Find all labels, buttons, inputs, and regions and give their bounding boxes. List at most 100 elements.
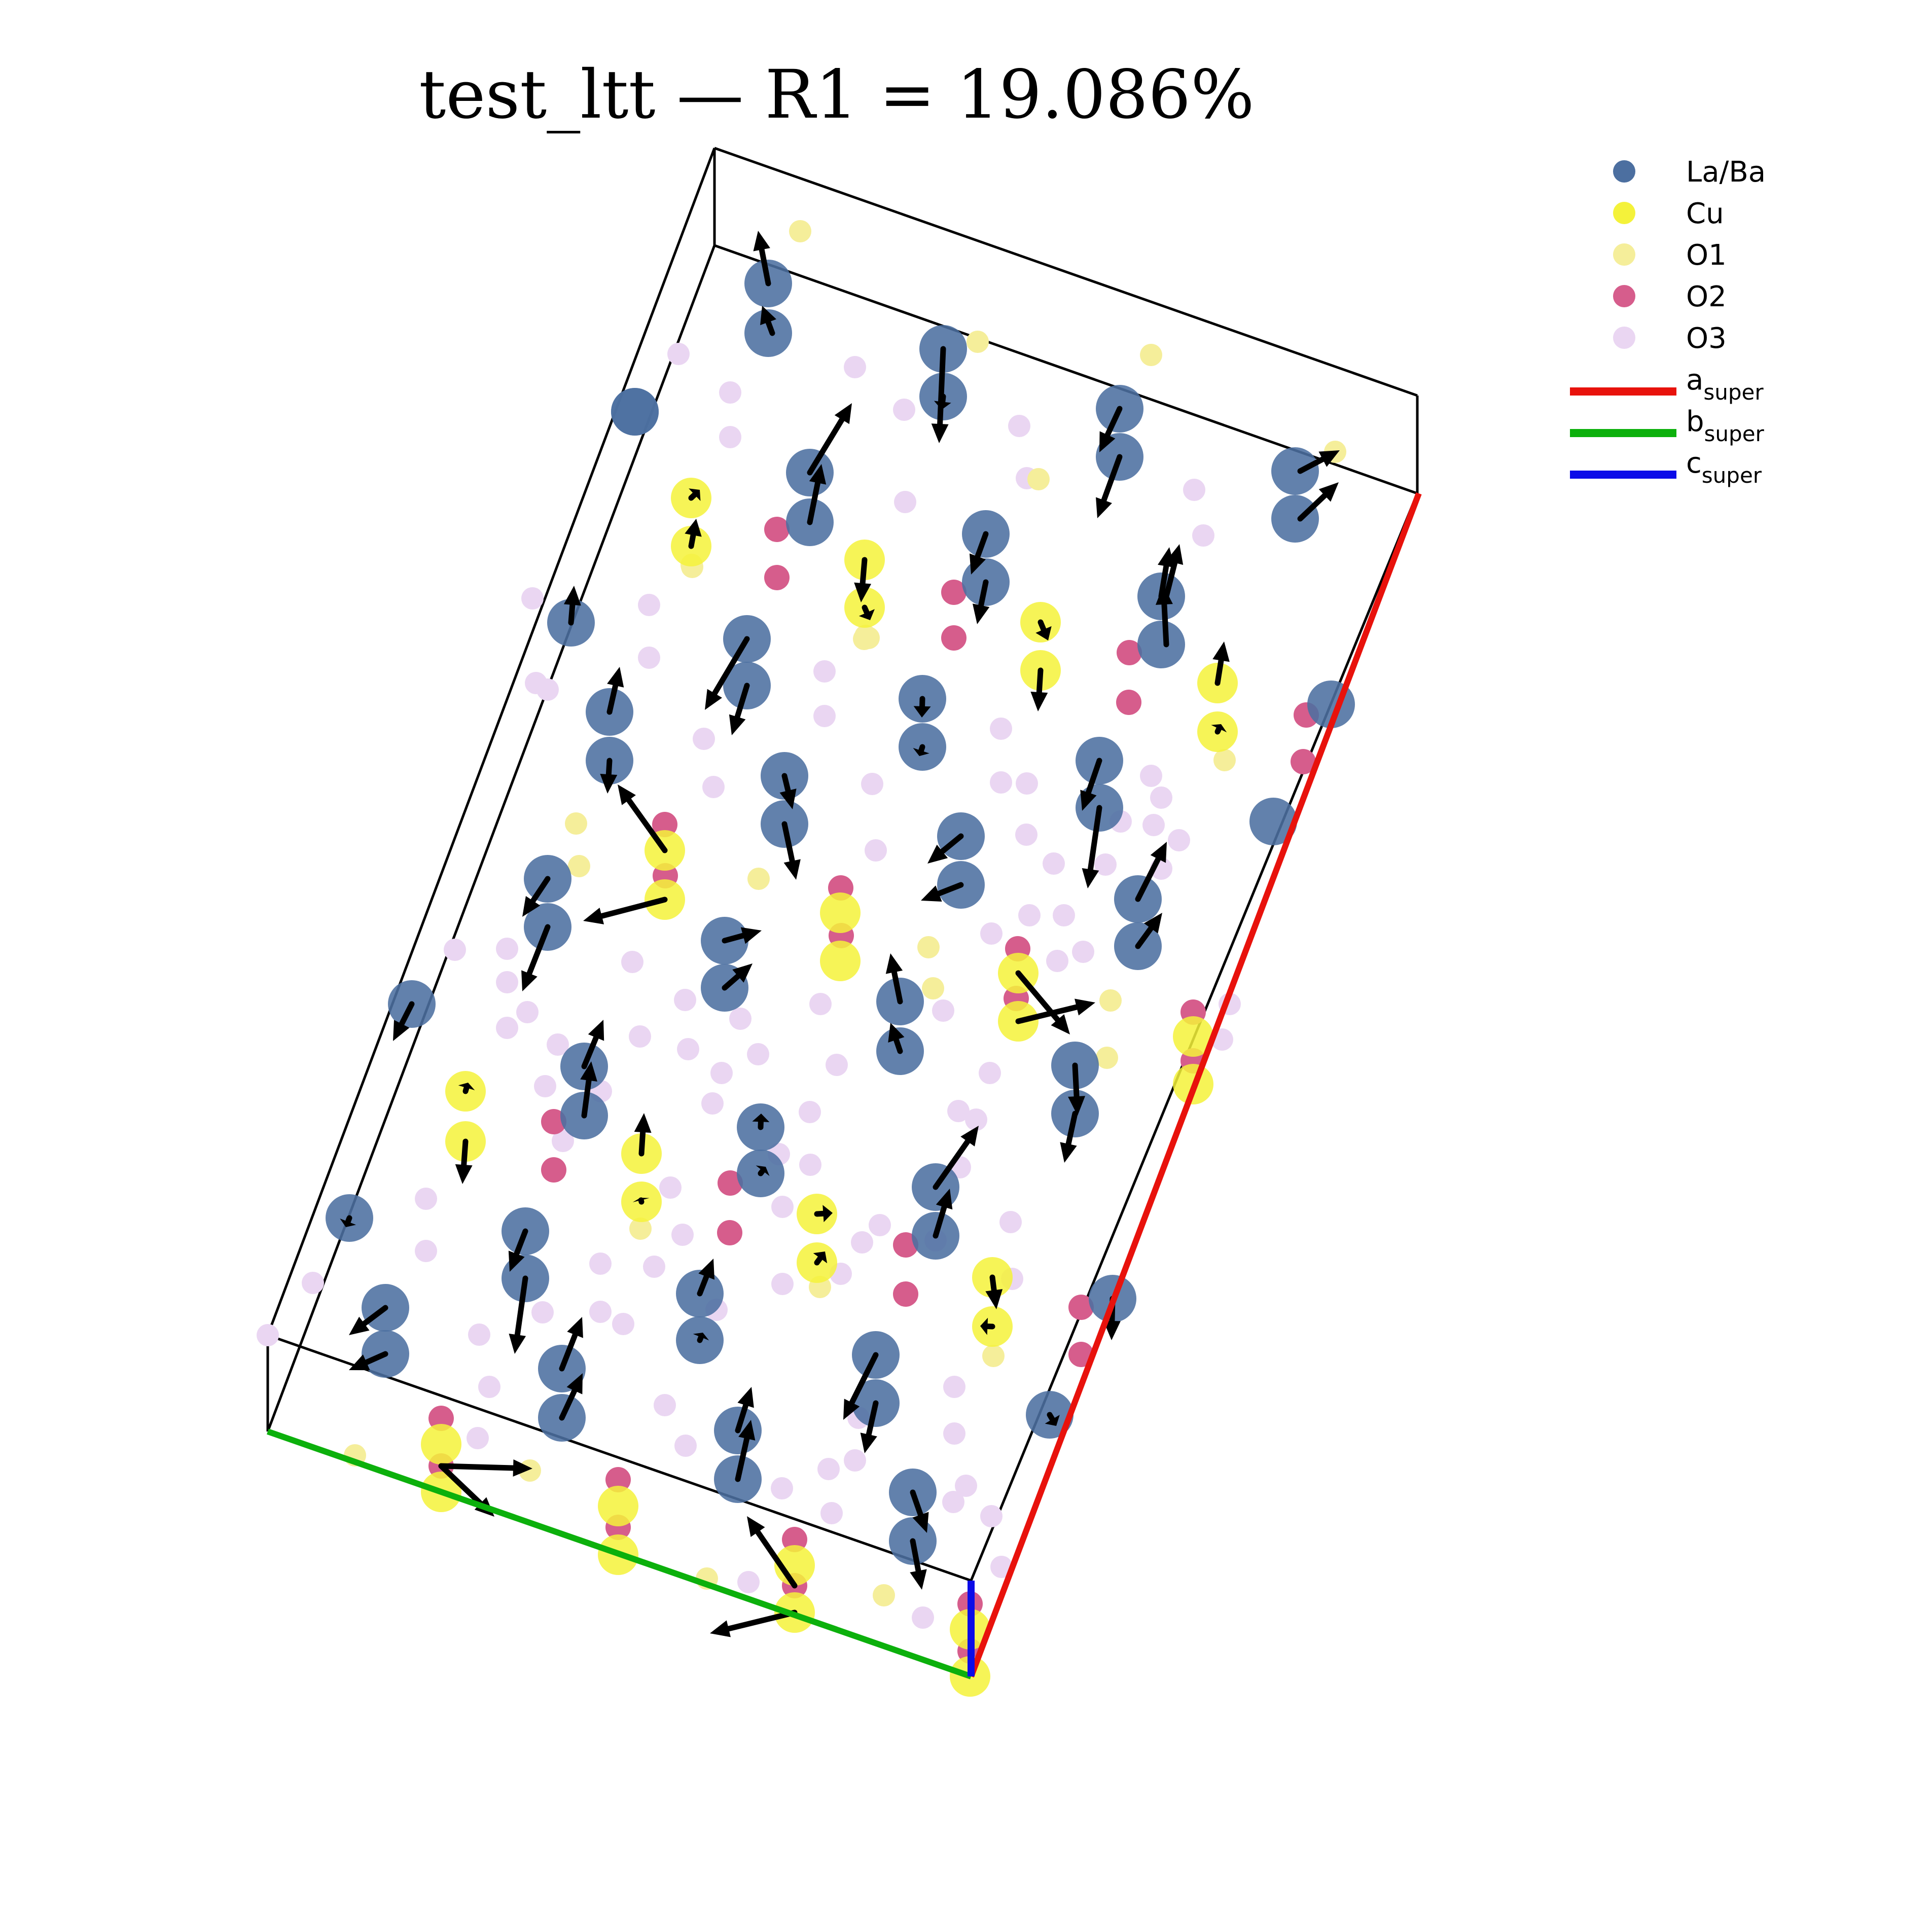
a-super-axis (968, 492, 1422, 1678)
o3-atom (942, 1491, 964, 1513)
la-ba-atom (611, 388, 659, 436)
o3-atom (516, 1001, 539, 1023)
displacement-arrow-shaft (1036, 667, 1044, 695)
o1-atom (629, 1218, 652, 1240)
displacement-arrow-head (583, 907, 604, 924)
legend-label: csuper (1686, 447, 1762, 488)
displacement-arrow-shaft (1072, 1062, 1080, 1099)
legend-marker (1613, 285, 1635, 307)
la-ba-atom (1249, 798, 1297, 845)
o3-atom (1192, 524, 1214, 547)
displacement-arrow-shaft (638, 1129, 646, 1157)
displacement-arrow-head (1158, 547, 1175, 568)
displacement-arrow-head (969, 553, 986, 575)
unit-cell-box (266, 147, 1419, 1582)
displacement-arrow-shaft (438, 1463, 483, 1507)
o2-atom (764, 517, 790, 542)
o3-atom (817, 1458, 840, 1480)
displacement-arrow-head (740, 927, 762, 944)
o1-atom (982, 1345, 1005, 1367)
displacement-arrow-head (567, 1317, 583, 1338)
displacement-arrow-head (972, 603, 990, 624)
o3-atom (979, 1062, 1001, 1084)
displacement-arrow-shaft (626, 797, 668, 853)
displacement-arrow-shaft (722, 973, 741, 991)
legend-label: O2 (1686, 280, 1727, 313)
o3-atom (1142, 814, 1165, 836)
displacement-arrow-head (513, 1459, 532, 1477)
displacement-arrow-shaft (807, 417, 845, 476)
cu-atom (421, 1424, 461, 1464)
o2-atom (605, 1467, 631, 1492)
cu-atom (1173, 1016, 1213, 1057)
atoms-layer (257, 220, 1355, 1697)
o3-atom (943, 1422, 965, 1445)
displacement-arrow-head (1051, 1014, 1070, 1034)
o3-atom (820, 1502, 843, 1524)
displacement-arrow-shaft (849, 1352, 879, 1406)
displacement-arrow-head (888, 1023, 905, 1043)
displacement-arrow-shaft (933, 1204, 947, 1239)
o3-atom (1168, 829, 1190, 851)
displacement-arrow-shaft (765, 319, 775, 336)
o3-atom (674, 1435, 697, 1457)
displacement-arrow-shaft (893, 1037, 903, 1054)
o3-atom (629, 1025, 651, 1048)
displacement-arrow-head (340, 1219, 356, 1227)
displacement-arrow-head (1211, 724, 1227, 733)
o1-atom (747, 868, 770, 890)
legend-label: La/Ba (1686, 156, 1766, 189)
o3-atom (813, 660, 836, 683)
displacement-arrow-shaft (722, 933, 746, 944)
displacement-arrow-head (729, 714, 746, 735)
o3-atom (893, 399, 915, 421)
o3-atom (444, 939, 466, 961)
la-ba-atom (744, 309, 792, 357)
legend-item: O3 (1613, 322, 1727, 355)
o3-atom (990, 1556, 1013, 1578)
displacement-arrow-shaft (781, 821, 795, 864)
displacement-arrow-head (1096, 497, 1112, 518)
displacement-arrow-head (689, 488, 701, 501)
o2-atom (941, 580, 967, 605)
displacement-arrow-shaft (910, 1538, 921, 1574)
o3-atom (654, 1394, 676, 1416)
o3-atom (1072, 941, 1094, 963)
o3-atom (869, 1214, 891, 1236)
displacement-arrow-shaft (599, 897, 668, 919)
o3-atom (496, 971, 518, 993)
cu-atom (820, 892, 861, 933)
displacement-arrow-head (854, 582, 872, 602)
displacement-arrow-shaft (462, 1085, 470, 1094)
displacement-arrow-head (834, 403, 852, 424)
displacement-arrow-shaft (1135, 856, 1161, 902)
legend-label: bsuper (1686, 405, 1765, 446)
o3-atom (536, 678, 559, 701)
o3-atom (894, 491, 916, 513)
displacement-arrow-shaft (688, 492, 698, 501)
displacement-arrow-shaft (461, 1138, 469, 1168)
displacement-arrow-head (931, 423, 949, 443)
o3-atom (1053, 904, 1075, 926)
o3-atom (1016, 772, 1038, 795)
o3-atom (667, 343, 690, 365)
legend-item: O1 (1613, 239, 1727, 272)
displacement-arrow-head (858, 609, 875, 620)
displacement-arrow-head (349, 1316, 370, 1335)
legend-item: csuper (1570, 447, 1762, 488)
displacement-arrow-shaft (910, 1489, 923, 1518)
displacement-arrow-shaft (814, 1210, 826, 1217)
displacement-arrow-head (1045, 1415, 1060, 1426)
displacement-arrow-head (752, 1114, 770, 1122)
o3-atom (990, 771, 1012, 794)
o3-atom (671, 1224, 694, 1246)
displacement-arrow-head (737, 1387, 754, 1408)
o1-atom (967, 331, 989, 353)
legend-item: asuper (1570, 364, 1764, 405)
displacement-arrow-shaft (1163, 560, 1178, 599)
o1-atom (1096, 1047, 1118, 1069)
displacement-arrow-head (747, 1516, 765, 1537)
displacement-arrow-shaft (1101, 454, 1123, 503)
displacement-arrow-shaft (1161, 601, 1169, 648)
o3-atom (467, 1427, 489, 1449)
